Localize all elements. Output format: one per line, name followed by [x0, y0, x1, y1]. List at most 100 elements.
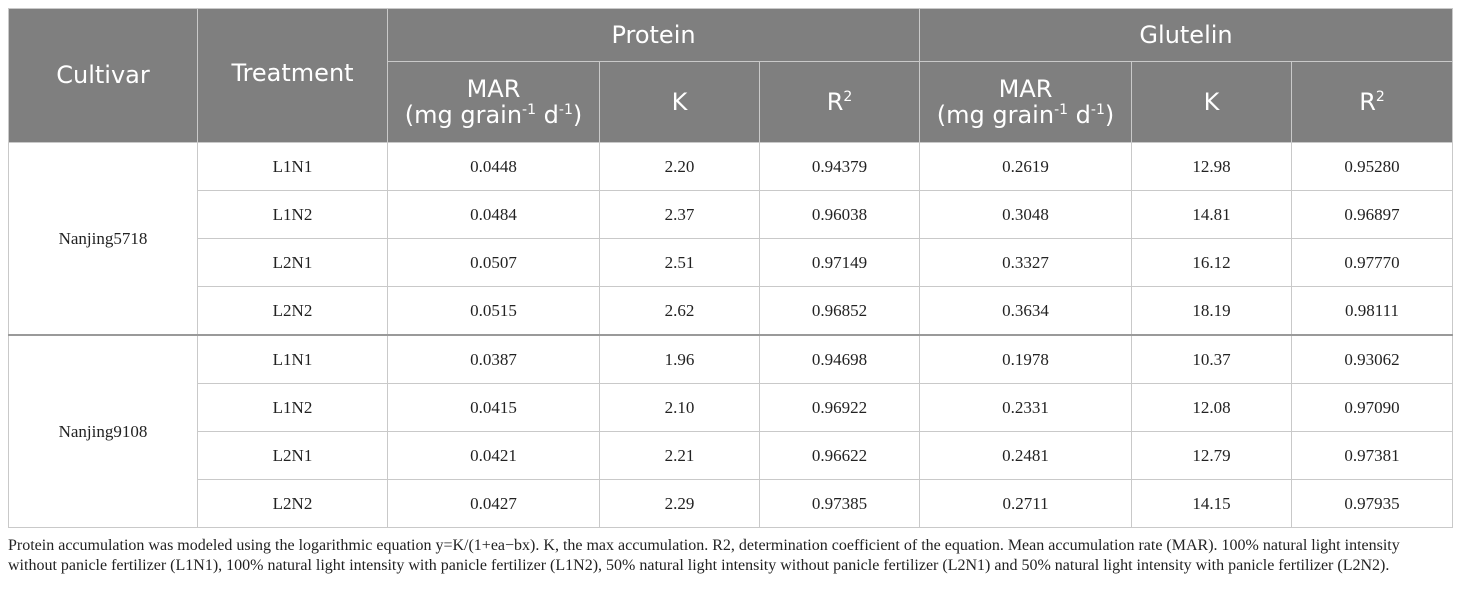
cell-glutelin-k: 14.15	[1131, 479, 1293, 528]
cell-glutelin-r2: 0.97935	[1291, 479, 1454, 528]
cell-glutelin-k: 14.81	[1131, 190, 1293, 239]
table-row: Nanjing5718 L1N1 0.0448 2.20 0.94379 0.2619 12…	[8, 142, 1454, 336]
cell-treatment: L2N1	[197, 431, 388, 480]
table-row: L2N1 0.0507 2.51 0.97149 0.3327 16.12 0.97770	[9, 238, 1454, 287]
mar-unit-part: d	[1068, 100, 1091, 129]
cell-glutelin-r2: 0.96897	[1291, 190, 1454, 239]
header-glutelin-k: K	[1131, 60, 1293, 144]
cell-glutelin-r2: 0.97381	[1291, 431, 1454, 480]
cell-protein-mar: 0.0427	[387, 479, 600, 528]
header-glutelin: Glutelin	[919, 8, 1454, 62]
cell-protein-k: 2.29	[599, 479, 760, 528]
cell-glutelin-r2: 0.97090	[1291, 383, 1454, 432]
accumulation-table: Cultivar Treatment Protein Glutelin MAR …	[8, 8, 1454, 528]
cell-glutelin-mar: 0.3048	[919, 190, 1133, 239]
r2-sup: 2	[843, 88, 853, 105]
r2-label: R	[826, 87, 844, 116]
cell-glutelin-mar: 0.2711	[919, 479, 1133, 528]
cell-protein-r2: 0.96922	[758, 383, 921, 432]
cell-glutelin-mar: 0.3327	[919, 238, 1133, 287]
cell-glutelin-r2: 0.98111	[1291, 286, 1454, 336]
cell-protein-r2: 0.96852	[758, 286, 921, 336]
mar-unit-sup: -1	[522, 101, 537, 118]
cell-glutelin-k: 18.19	[1131, 286, 1293, 336]
cell-glutelin-k: 10.37	[1131, 334, 1293, 384]
cell-cultivar: Nanjing9108	[8, 334, 198, 528]
table-footnote: Protein accumulation was modeled using t…	[8, 537, 1400, 574]
cell-glutelin-mar: 0.1978	[919, 334, 1133, 384]
table-row: L2N1 0.0421 2.21 0.96622 0.2481 12.79 0.97381	[9, 431, 1454, 480]
r2-label: R	[1359, 87, 1376, 116]
cell-protein-r2: 0.97385	[758, 479, 921, 528]
mar-unit-part: )	[572, 100, 583, 129]
table-body: Nanjing5718 L1N1 0.0448 2.20 0.94379 0.2619 12…	[8, 142, 1454, 528]
data-table-container: Cultivar Treatment Protein Glutelin MAR …	[8, 8, 1454, 528]
header-protein-k: K	[599, 60, 760, 144]
cell-protein-r2: 0.94698	[758, 334, 921, 384]
cell-protein-mar: 0.0515	[387, 286, 600, 336]
mar-unit-part: (mg grain	[936, 100, 1055, 129]
header-treatment-text: Treatment	[231, 59, 354, 88]
cell-treatment: L1N2	[197, 190, 388, 239]
header-glutelin-r2: R2	[1291, 60, 1454, 144]
cell-treatment: L2N2	[197, 286, 388, 336]
table-row: L1N2 0.0484 2.37 0.96038 0.3048 14.81 0.96897	[9, 190, 1454, 239]
header-cultivar: Cultivar	[8, 8, 198, 143]
mar-unit-sup: -1	[1054, 101, 1069, 118]
cell-treatment: L1N1	[197, 142, 388, 191]
cell-treatment: L2N2	[197, 479, 388, 528]
mar-unit-sup: -1	[558, 101, 573, 118]
mar-unit: (mg grain-1 d-1)	[937, 101, 1114, 129]
cell-glutelin-r2: 0.93062	[1291, 334, 1454, 384]
cell-protein-k: 2.20	[599, 142, 760, 191]
header-glutelin-mar: MAR (mg grain-1 d-1)	[919, 60, 1133, 144]
cell-protein-mar: 0.0421	[387, 431, 600, 480]
table-row: L1N2 0.0415 2.10 0.96922 0.2331 12.08 0.97090	[9, 383, 1454, 432]
mar-unit-part: )	[1104, 100, 1115, 129]
mar-label: MAR	[998, 74, 1053, 103]
cell-glutelin-mar: 0.2331	[919, 383, 1133, 432]
mar-label: MAR	[466, 74, 521, 103]
header-protein-mar: MAR (mg grain-1 d-1)	[387, 60, 600, 144]
table-row: L2N2 0.0515 2.62 0.96852 0.3634 18.19 0.98111	[9, 286, 1454, 336]
cell-glutelin-mar: 0.3634	[919, 286, 1133, 336]
cell-glutelin-k: 16.12	[1131, 238, 1293, 287]
mar-unit-sup: -1	[1090, 101, 1105, 118]
cell-treatment: L1N2	[197, 383, 388, 432]
cell-treatment: L1N1	[197, 334, 388, 384]
cell-protein-mar: 0.0484	[387, 190, 600, 239]
mar-unit: (mg grain-1 d-1)	[405, 101, 582, 129]
header-protein: Protein	[386, 8, 921, 62]
cell-protein-k: 2.62	[599, 286, 760, 336]
r2-sup: 2	[1375, 88, 1385, 105]
cell-glutelin-r2: 0.95280	[1291, 142, 1454, 191]
cell-glutelin-k: 12.08	[1131, 383, 1293, 432]
cell-protein-mar: 0.0448	[387, 142, 600, 191]
cell-glutelin-r2: 0.97770	[1291, 238, 1454, 287]
cell-protein-r2: 0.97149	[758, 238, 921, 287]
header-protein-r2: R2	[758, 60, 921, 144]
cell-cultivar: Nanjing5718	[8, 142, 198, 336]
table-header: Cultivar Treatment Protein Glutelin MAR …	[8, 8, 1454, 144]
cell-protein-k: 2.21	[599, 431, 760, 480]
cell-treatment: L2N1	[197, 238, 388, 287]
cell-protein-mar: 0.0507	[387, 238, 600, 287]
cell-protein-k: 2.10	[599, 383, 760, 432]
table-row: L2N2 0.0427 2.29 0.97385 0.2711 14.15 0.97935	[9, 479, 1454, 528]
cell-protein-k: 2.51	[599, 238, 760, 287]
cell-glutelin-k: 12.98	[1131, 142, 1293, 191]
cell-protein-mar: 0.0415	[387, 383, 600, 432]
cell-protein-mar: 0.0387	[387, 334, 600, 384]
header-treatment: Treatment	[197, 8, 388, 143]
mar-unit-part: (mg grain	[404, 100, 523, 129]
mar-unit-part: d	[536, 100, 559, 129]
cell-protein-r2: 0.96622	[758, 431, 921, 480]
cell-protein-r2: 0.94379	[758, 142, 921, 191]
cell-glutelin-mar: 0.2481	[919, 431, 1133, 480]
cell-protein-k: 2.37	[599, 190, 760, 239]
cell-glutelin-mar: 0.2619	[919, 142, 1133, 191]
cell-protein-k: 1.96	[599, 334, 760, 384]
cell-glutelin-k: 12.79	[1131, 431, 1293, 480]
table-row: Nanjing9108 L1N1 0.0387 1.96 0.94698 0.1978 10…	[8, 334, 1454, 528]
cell-protein-r2: 0.96038	[758, 190, 921, 239]
